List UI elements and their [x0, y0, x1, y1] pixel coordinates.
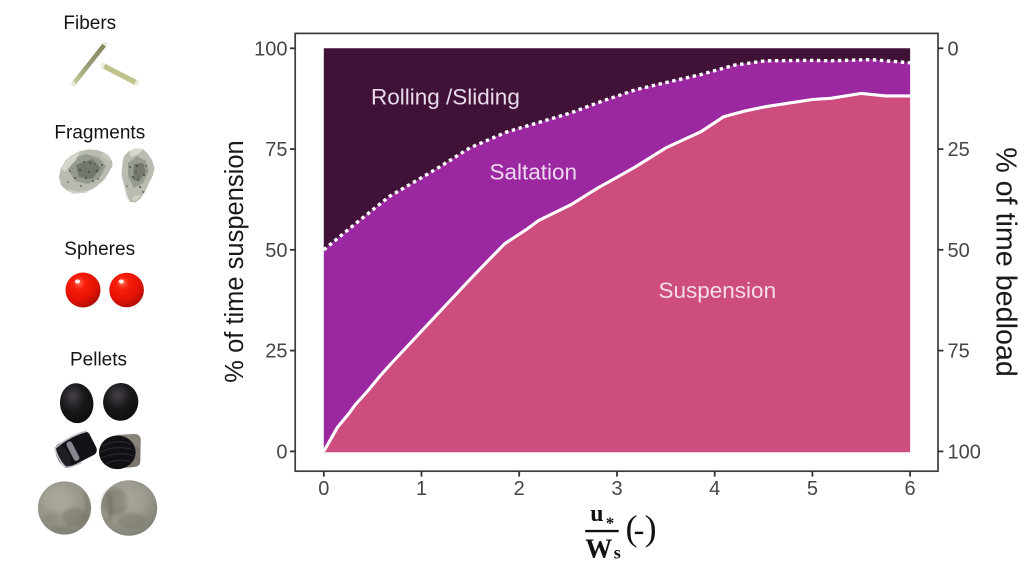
svg-text:0: 0	[318, 478, 329, 500]
svg-text:100: 100	[948, 441, 981, 463]
svg-text:0: 0	[276, 441, 287, 463]
svg-text:75: 75	[265, 139, 287, 161]
svg-text:W: W	[585, 533, 612, 563]
svg-text:Spheres: Spheres	[64, 239, 135, 260]
svg-text:% of time suspension: % of time suspension	[221, 140, 249, 382]
svg-text:25: 25	[948, 139, 970, 161]
svg-text:0: 0	[948, 38, 959, 60]
svg-text:5: 5	[807, 478, 818, 500]
svg-text:s: s	[614, 543, 621, 563]
svg-text:6: 6	[905, 478, 916, 500]
svg-text:75: 75	[948, 341, 970, 363]
svg-text:% of time bedload: % of time bedload	[990, 147, 1022, 377]
svg-text:3: 3	[611, 478, 622, 500]
svg-text:Suspension: Suspension	[659, 278, 777, 303]
svg-text:Pellets: Pellets	[70, 350, 127, 371]
svg-text:25: 25	[265, 341, 287, 363]
svg-text:50: 50	[948, 240, 970, 262]
svg-text:Fibers: Fibers	[63, 13, 116, 34]
svg-text:(: (	[626, 508, 638, 548]
svg-text:Rolling /Sliding: Rolling /Sliding	[371, 84, 520, 109]
svg-text:1: 1	[416, 478, 427, 500]
svg-text:u: u	[590, 501, 603, 527]
svg-text:): )	[645, 508, 657, 548]
svg-text:2: 2	[514, 478, 525, 500]
svg-text:4: 4	[709, 478, 720, 500]
svg-text:50: 50	[265, 240, 287, 262]
svg-text:Saltation: Saltation	[490, 160, 578, 185]
svg-text:Fragments: Fragments	[54, 123, 145, 144]
svg-text:*: *	[606, 514, 615, 533]
svg-text:100: 100	[254, 38, 287, 60]
